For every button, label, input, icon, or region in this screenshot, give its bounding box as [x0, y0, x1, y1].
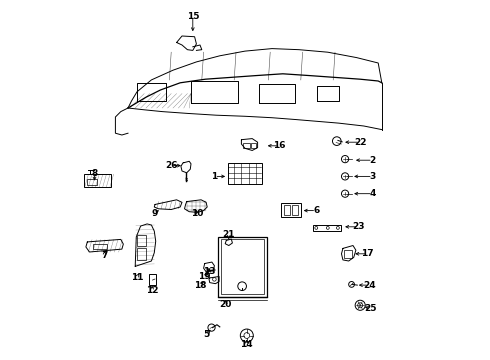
Bar: [137, 235, 146, 246]
Bar: [292, 205, 298, 215]
Bar: [93, 244, 107, 249]
Bar: [87, 179, 98, 185]
Bar: [218, 237, 267, 297]
Text: 5: 5: [203, 330, 210, 338]
Text: 13: 13: [203, 267, 215, 276]
Bar: [84, 174, 111, 187]
Bar: [220, 239, 264, 294]
Text: 23: 23: [352, 222, 365, 231]
Text: 24: 24: [363, 281, 375, 289]
Text: 11: 11: [131, 273, 143, 282]
Text: 25: 25: [364, 304, 376, 313]
Text: 4: 4: [369, 189, 376, 198]
Text: 2: 2: [369, 156, 376, 165]
Text: 10: 10: [191, 209, 204, 217]
Text: 22: 22: [354, 138, 367, 147]
Bar: [251, 143, 256, 148]
Bar: [281, 203, 301, 217]
Bar: [137, 248, 146, 260]
Text: 19: 19: [198, 272, 211, 281]
Text: 14: 14: [241, 340, 253, 349]
Bar: [228, 163, 262, 184]
Text: 20: 20: [220, 300, 232, 309]
Text: 3: 3: [369, 172, 376, 181]
Text: 21: 21: [222, 230, 235, 239]
Bar: [313, 225, 342, 231]
Text: 18: 18: [194, 281, 206, 289]
Text: 9: 9: [151, 209, 157, 217]
Text: 8: 8: [92, 169, 98, 178]
Text: 15: 15: [187, 12, 199, 21]
Bar: [148, 274, 156, 285]
Bar: [284, 205, 290, 215]
Text: 26: 26: [165, 161, 177, 170]
Text: 6: 6: [313, 206, 319, 215]
Bar: [344, 250, 351, 258]
Text: 1: 1: [211, 172, 218, 181]
Text: 16: 16: [273, 141, 286, 150]
Text: 17: 17: [361, 249, 374, 258]
Text: 7: 7: [101, 251, 108, 260]
Bar: [243, 143, 250, 148]
Text: 12: 12: [146, 286, 158, 295]
